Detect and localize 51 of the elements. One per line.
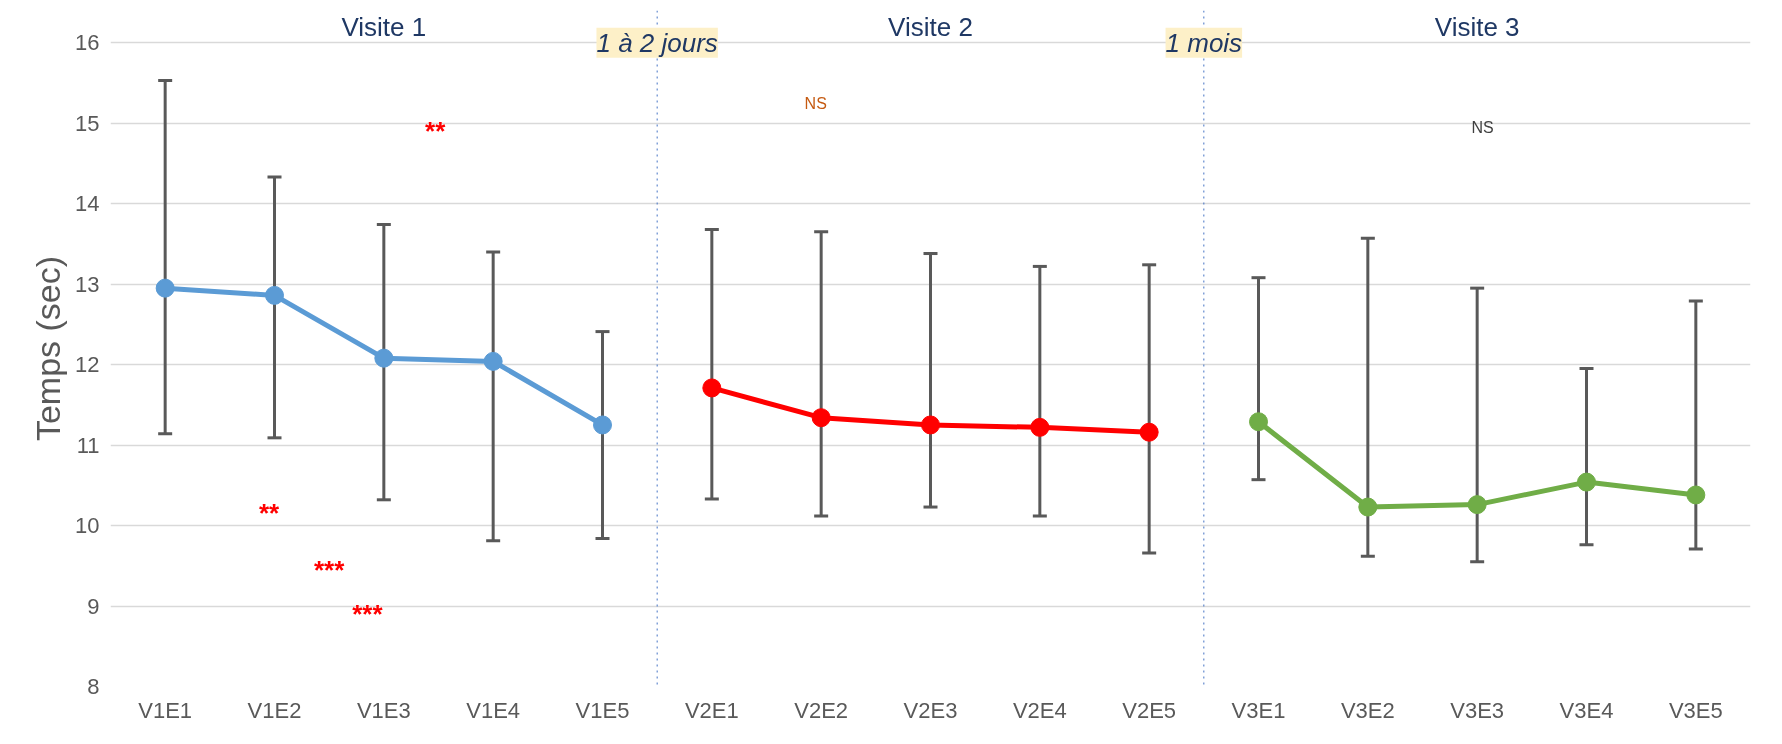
- annotation: **: [425, 116, 447, 147]
- y-tick-label: 8: [87, 674, 100, 699]
- y-tick-label: 16: [75, 30, 100, 56]
- x-tick-label: V3E3: [1450, 697, 1505, 723]
- y-tick-label: 13: [75, 271, 100, 297]
- x-tick-label: V1E3: [356, 697, 411, 723]
- annotation: Visite 2: [888, 11, 973, 42]
- x-tick-label: V3E5: [1668, 697, 1723, 723]
- x-tick-label: V3E2: [1340, 697, 1395, 723]
- x-tick-label: V3E1: [1231, 697, 1286, 723]
- annotation: ***: [313, 554, 346, 585]
- x-tick-label: V1E1: [138, 697, 193, 723]
- annotation: **: [258, 498, 281, 529]
- x-tick-label: V2E4: [1012, 697, 1067, 723]
- x-tick-label: V1E2: [247, 697, 302, 723]
- annotation: ***: [352, 599, 384, 630]
- y-tick-label: 14: [75, 191, 100, 217]
- x-tick-label: V3E4: [1559, 697, 1614, 723]
- x-tick-label: V1E5: [575, 697, 630, 723]
- y-tick-label: 10: [75, 513, 100, 539]
- x-tick-label: V2E2: [794, 697, 849, 723]
- point: [374, 348, 394, 368]
- y-tick-label: 11: [76, 432, 100, 458]
- annotation: Visite 3: [1434, 11, 1520, 42]
- point: [1467, 495, 1487, 515]
- y-tick-label: 15: [75, 110, 100, 136]
- point: [593, 415, 612, 435]
- x-tick-label: V1E4: [466, 697, 521, 723]
- point: [1358, 497, 1378, 517]
- annotation: 1 à 2 jours: [596, 27, 718, 58]
- point: [155, 278, 175, 298]
- point: [811, 408, 831, 428]
- annotation: NS: [804, 94, 827, 112]
- annotation: 1 mois: [1165, 27, 1243, 58]
- x-tick-label: V2E1: [684, 697, 739, 723]
- x-tick-label: V2E3: [903, 697, 958, 723]
- y-axis-title: Temps (sec): [29, 255, 68, 442]
- y-tick-label: 9: [87, 593, 100, 619]
- point: [1577, 472, 1596, 492]
- point: [921, 415, 940, 435]
- point: [1030, 417, 1050, 437]
- point: [483, 351, 503, 371]
- x-tick-label: V2E5: [1122, 697, 1177, 723]
- point: [1686, 485, 1706, 505]
- point: [265, 285, 284, 305]
- point: [1139, 422, 1159, 442]
- annotation: NS: [1471, 118, 1494, 136]
- point: [702, 378, 722, 398]
- y-tick-label: 12: [75, 352, 100, 378]
- annotation: Visite 1: [341, 11, 427, 42]
- point: [1249, 412, 1268, 432]
